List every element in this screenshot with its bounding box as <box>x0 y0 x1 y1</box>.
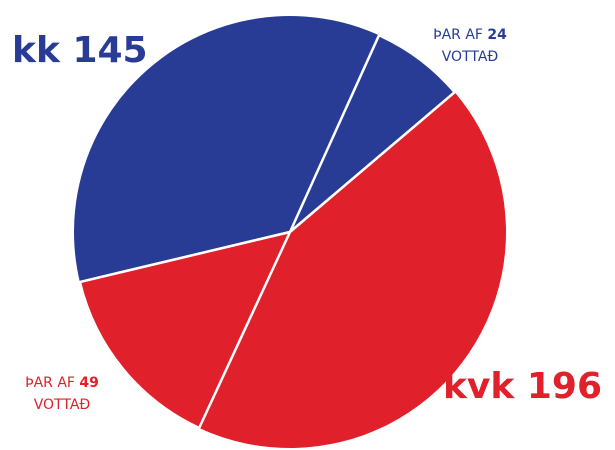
group-value: 196 <box>527 366 602 407</box>
sub-label: ÞAR AF 24 <box>433 27 507 43</box>
sub-prefix: ÞAR AF <box>433 27 483 43</box>
sub-suffix: VOTTAÐ <box>442 49 499 65</box>
sub-slice <box>78 230 292 430</box>
sub-value: 24 <box>487 27 507 43</box>
group-label: kvk 196 <box>443 366 602 407</box>
sub-prefix: ÞAR AF <box>25 375 75 391</box>
group-label: kk 145 <box>12 30 148 71</box>
pie <box>74 16 507 449</box>
separator <box>289 91 456 233</box>
group-name: kvk <box>443 366 515 407</box>
sub-label: ÞAR AF 49 <box>25 375 99 391</box>
group-name: kk <box>12 30 61 71</box>
group-value: 145 <box>72 30 147 71</box>
sub-slice <box>288 33 456 234</box>
sub-suffix: VOTTAÐ <box>34 397 91 413</box>
sub-value: 49 <box>79 375 98 391</box>
